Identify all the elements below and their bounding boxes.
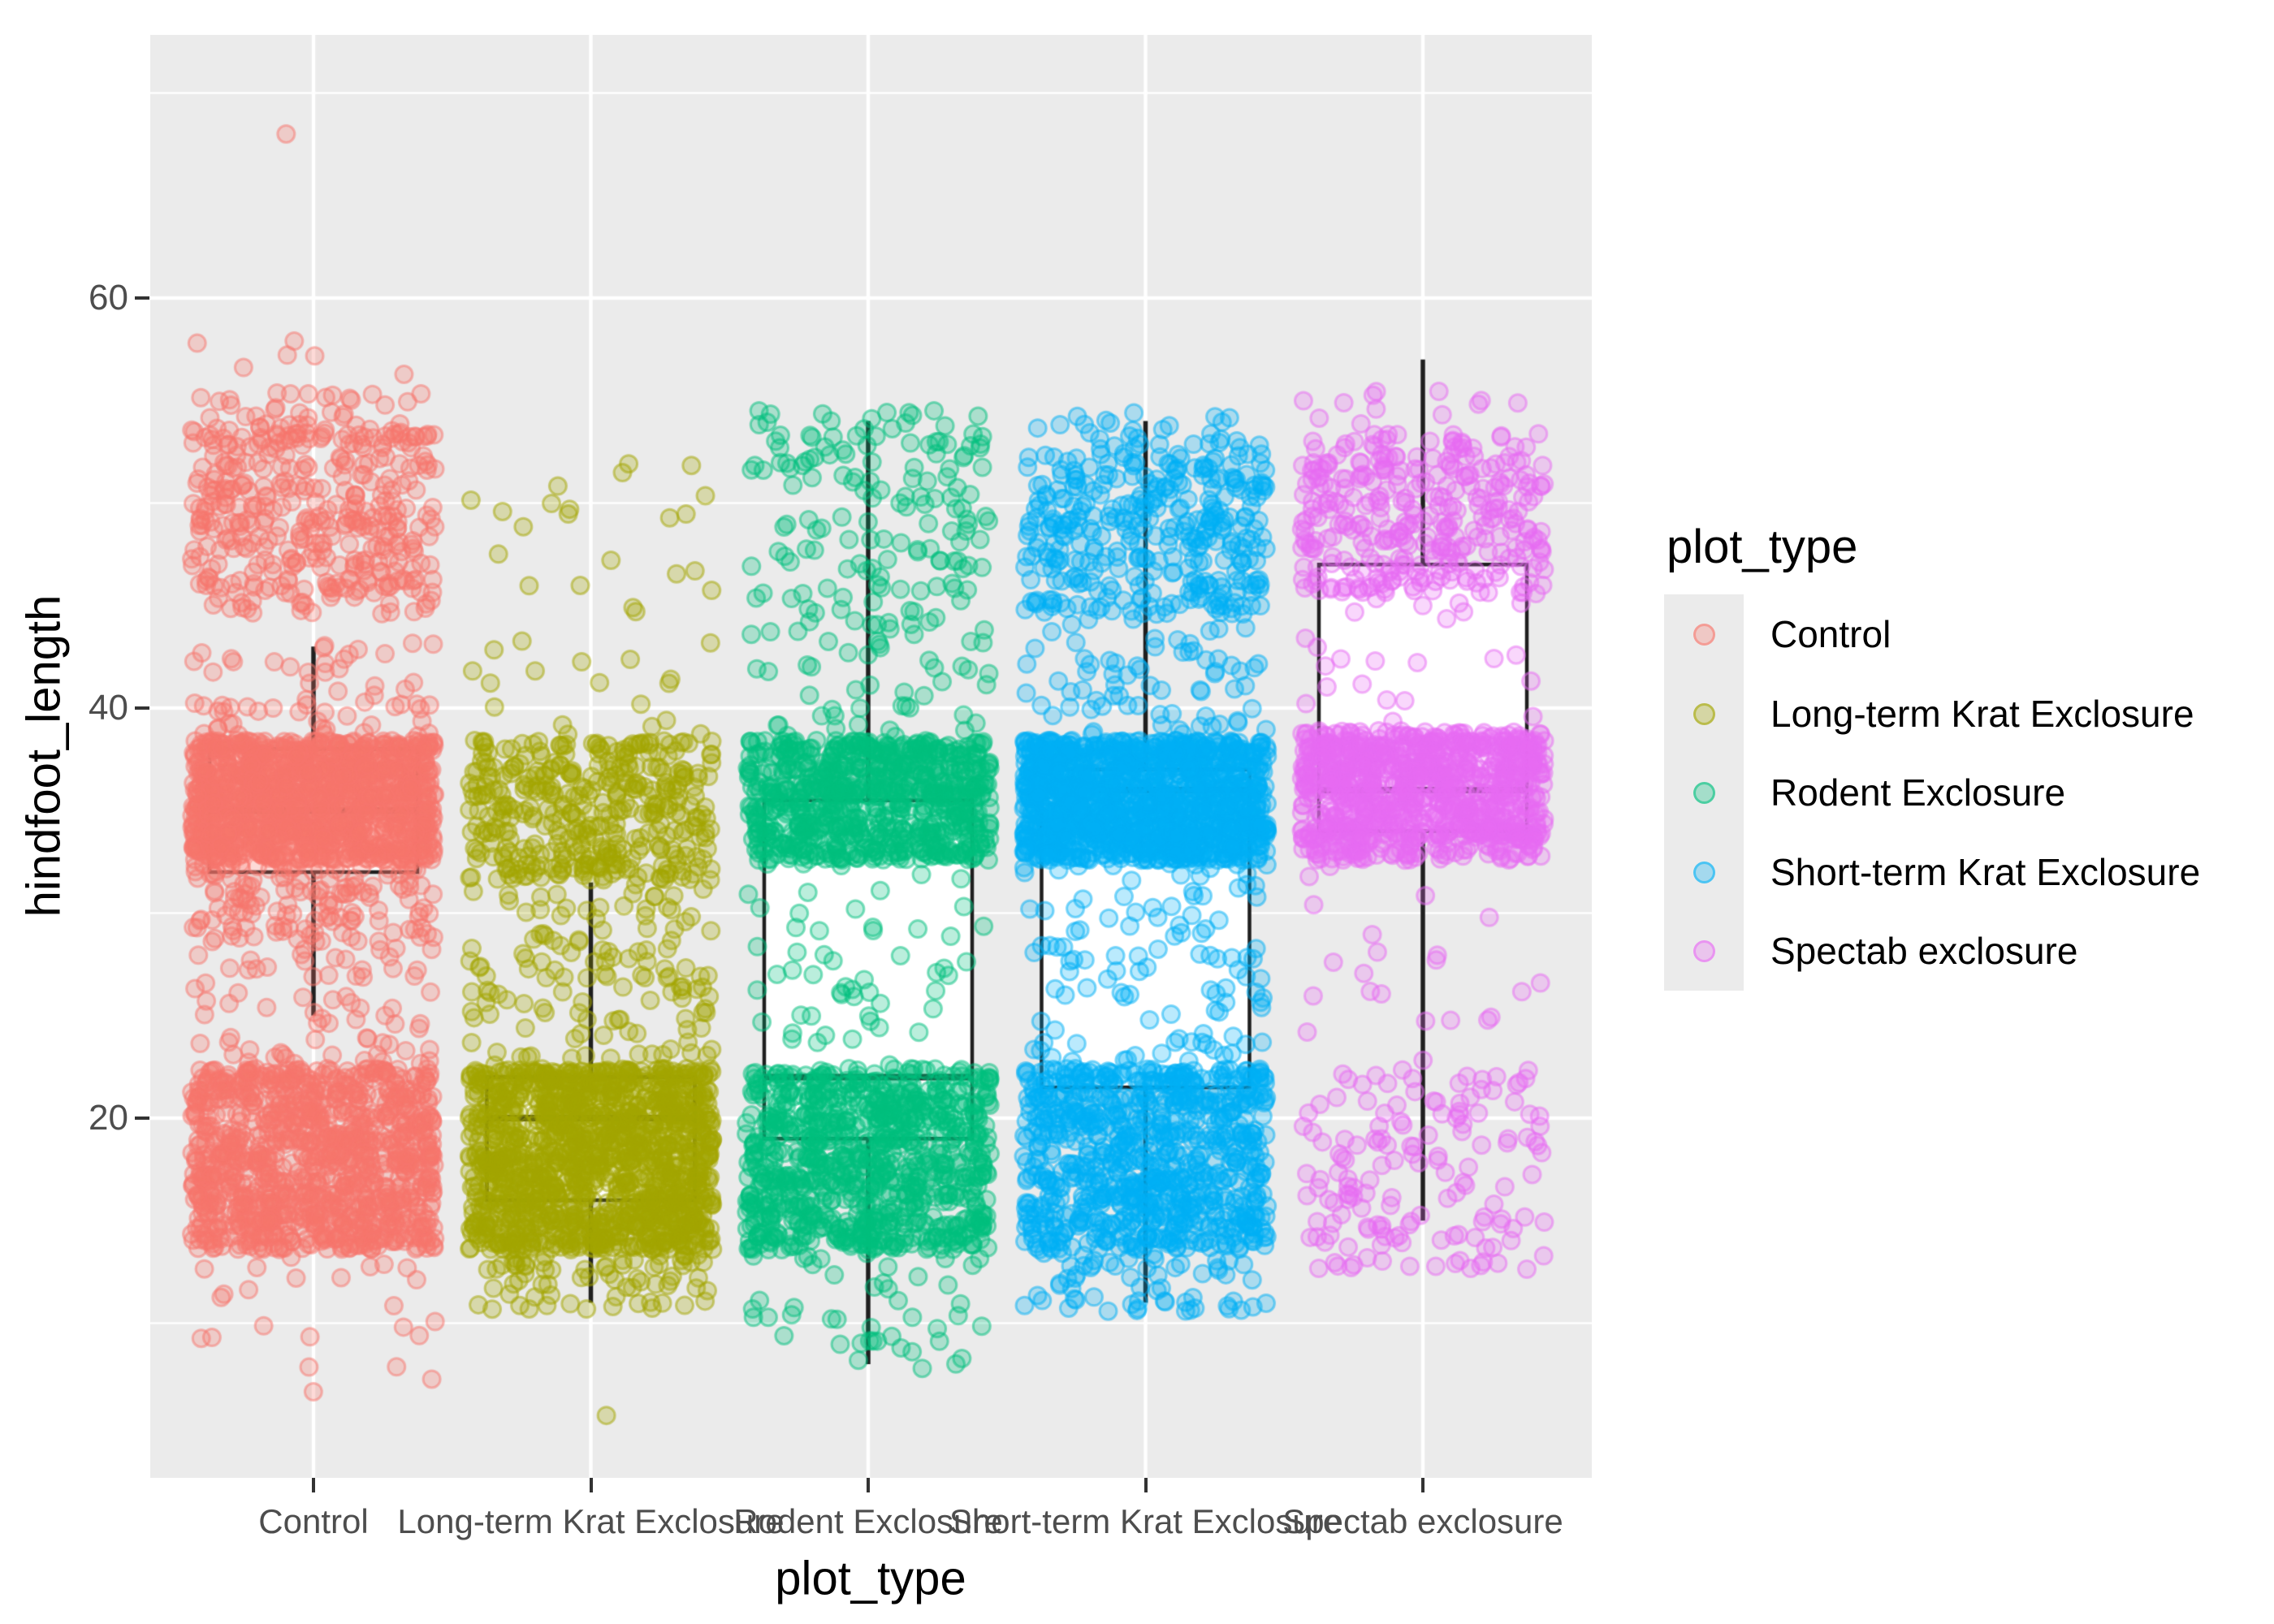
legend-title: plot_type	[1667, 520, 1858, 573]
y-tick-mark-60	[135, 296, 149, 300]
x-tick-mark	[312, 1478, 315, 1492]
x-axis-title: plot_type	[775, 1552, 966, 1605]
x-tick-mark	[589, 1478, 593, 1492]
x-tick-mark	[1421, 1478, 1424, 1492]
x-tick-mark	[1143, 1478, 1148, 1492]
legend-point-icon	[1693, 702, 1715, 725]
legend-label: Control	[1770, 613, 1891, 655]
plot-panel	[150, 35, 1592, 1478]
y-tick-mark-20	[135, 1116, 149, 1120]
y-tick-mark-40	[135, 706, 149, 710]
legend-point-icon	[1693, 861, 1715, 883]
x-tick-label: Spectab exclosure	[1282, 1502, 1563, 1540]
legend-point-icon	[1693, 782, 1715, 805]
x-tick-label: Short-term Krat Exclosure	[949, 1502, 1342, 1540]
legend-point-icon	[1693, 624, 1715, 646]
legend-label: Short-term Krat Exclosure	[1770, 850, 2201, 893]
legend-point-icon	[1693, 940, 1715, 963]
y-tick-label-20: 20	[89, 1098, 128, 1138]
legend-label: Spectab exclosure	[1770, 930, 2078, 973]
y-tick-label-60: 60	[89, 278, 128, 317]
x-tick-label: Control	[258, 1502, 369, 1540]
legend-label: Long-term Krat Exclosure	[1770, 692, 2194, 735]
legend-label: Rodent Exclosure	[1770, 771, 2066, 814]
y-axis-title: hindfoot_length	[17, 594, 71, 918]
x-tick-label: Long-term Krat Exclosure	[397, 1502, 785, 1540]
x-tick-mark	[867, 1478, 870, 1492]
x-tick-label: Rodent Exclosure	[733, 1502, 1003, 1540]
y-tick-label-40: 40	[89, 688, 128, 728]
